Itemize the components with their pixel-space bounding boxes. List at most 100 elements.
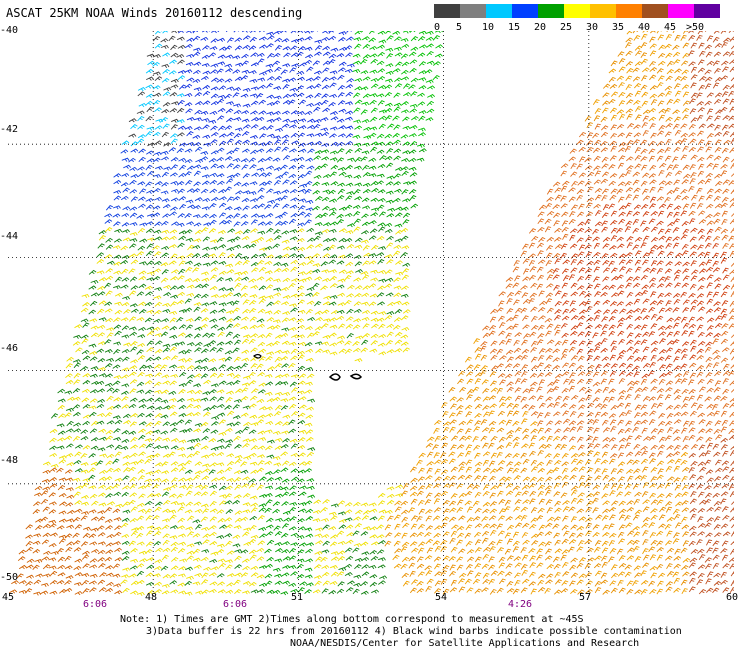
wind-barb	[610, 235, 618, 242]
wind-barb	[145, 198, 154, 203]
wind-barb	[250, 86, 259, 91]
wind-barb	[705, 146, 712, 153]
wind-barb	[714, 98, 722, 105]
wind-barb	[232, 164, 241, 170]
wind-barb	[225, 68, 233, 73]
wind-barb	[194, 146, 203, 152]
wind-barb	[400, 134, 409, 139]
wind-barb	[625, 37, 633, 43]
wind-barb	[281, 146, 289, 152]
wind-barb	[688, 123, 696, 130]
wind-barb	[130, 148, 139, 153]
wind-barb	[401, 245, 410, 250]
wind-barb	[554, 194, 562, 201]
wind-barb	[275, 214, 284, 219]
wind-barb	[665, 34, 673, 41]
wind-barb	[370, 107, 378, 113]
chart-title: ASCAT 25KM NOAA Winds 20160112 descendin…	[6, 6, 303, 20]
wind-barb	[402, 150, 411, 155]
wind-barb	[690, 82, 697, 89]
legend-label: 35	[612, 22, 625, 33]
wind-barb	[369, 53, 378, 58]
lat-label: -46	[0, 343, 19, 354]
wind-barb	[722, 51, 731, 57]
wind-barb	[632, 179, 640, 186]
wind-barb	[624, 180, 632, 187]
wind-barb	[672, 156, 679, 163]
wind-barb	[353, 92, 361, 98]
wind-barb	[96, 252, 105, 258]
wind-barb	[282, 46, 291, 51]
wind-barb	[267, 35, 275, 41]
wind-barb	[145, 116, 153, 122]
wind-barb	[298, 99, 307, 105]
wind-barb	[361, 239, 369, 244]
wind-barb	[250, 124, 259, 129]
wind-barb	[272, 157, 281, 162]
wind-barb	[384, 222, 393, 228]
wind-barb	[641, 75, 648, 82]
wind-barb	[250, 213, 259, 218]
wind-barb	[162, 68, 170, 74]
wind-barb	[570, 171, 578, 177]
wind-barb	[434, 53, 443, 58]
wind-barb	[680, 154, 688, 161]
wind-barb	[546, 188, 554, 195]
wind-barb	[696, 92, 703, 99]
wind-barb	[336, 53, 345, 58]
wind-barb	[256, 236, 265, 242]
wind-barb	[185, 180, 193, 186]
wind-barb	[432, 35, 440, 41]
wind-barb	[682, 52, 690, 59]
wind-barb	[722, 66, 729, 73]
wind-barb	[690, 227, 698, 233]
wind-barb	[712, 36, 720, 43]
wind-barb	[113, 238, 122, 243]
wind-barb	[154, 125, 163, 130]
wind-barb	[304, 36, 313, 41]
wind-barb	[241, 164, 249, 170]
wind-barb	[266, 94, 275, 99]
wind-barb	[609, 140, 617, 146]
wind-barb	[193, 47, 201, 52]
wind-barb	[353, 142, 362, 147]
wind-barb	[697, 228, 705, 235]
wind-barb	[402, 116, 410, 122]
wind-barb	[376, 252, 385, 257]
wind-barb	[721, 218, 728, 226]
wind-barb	[682, 164, 690, 171]
wind-barb	[321, 142, 330, 148]
wind-barb	[361, 221, 370, 226]
wind-barb	[184, 213, 192, 219]
wind-barb	[392, 68, 401, 73]
wind-barb	[296, 253, 305, 259]
wind-barb	[208, 228, 217, 234]
wind-barb	[579, 156, 586, 163]
wind-barb	[729, 147, 734, 154]
wind-barb	[698, 84, 706, 91]
wind-barb	[352, 134, 361, 139]
wind-barb	[121, 222, 130, 227]
wind-barb	[400, 252, 408, 258]
wind-barb	[137, 227, 145, 234]
wind-barb	[186, 221, 195, 226]
wind-barb	[354, 99, 363, 105]
wind-barb	[129, 179, 137, 185]
wind-barb	[641, 33, 648, 40]
wind-barb	[393, 155, 401, 161]
wind-barb	[698, 234, 706, 241]
wind-barb	[281, 139, 289, 145]
wind-barb	[593, 155, 601, 162]
wind-barb	[168, 35, 176, 42]
wind-barb	[698, 123, 706, 129]
wind-barb	[329, 111, 338, 116]
wind-barb	[145, 204, 154, 210]
wind-barb	[616, 123, 625, 130]
wind-barb	[139, 238, 148, 243]
wind-barb	[625, 220, 633, 227]
wind-barb	[170, 124, 178, 130]
wind-barb	[426, 100, 435, 107]
wind-barb	[626, 31, 634, 35]
wind-barb	[610, 188, 618, 194]
wind-barb	[273, 117, 282, 122]
